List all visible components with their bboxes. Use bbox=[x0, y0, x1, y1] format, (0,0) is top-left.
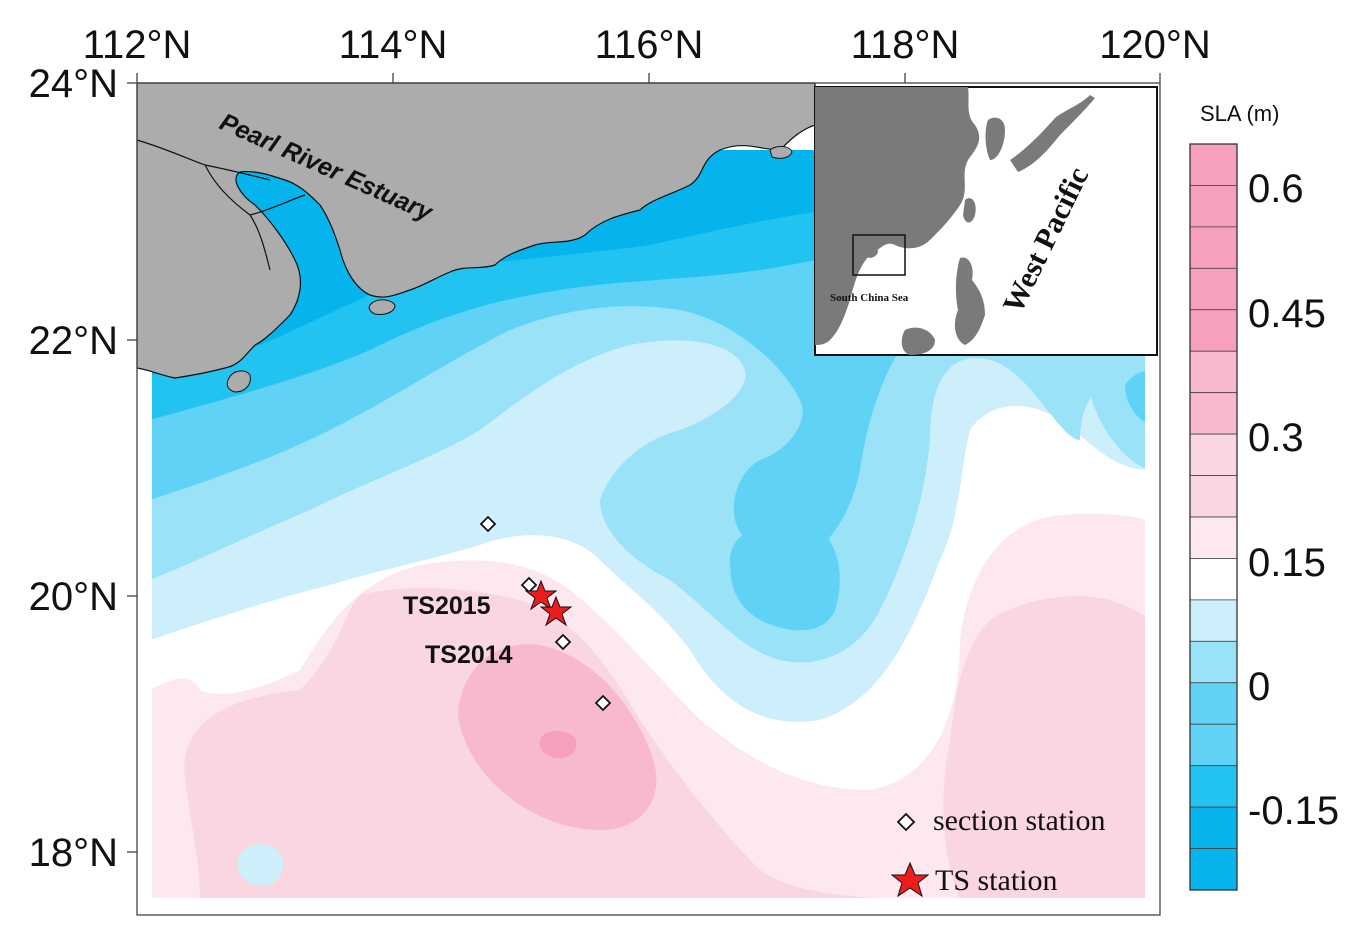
colorbar-tick-label: -0.15 bbox=[1248, 789, 1339, 833]
sla-contour-pink-core bbox=[539, 730, 577, 759]
colorbar-frame bbox=[1189, 143, 1238, 891]
section-station-marker bbox=[554, 633, 572, 651]
ts2015-label: TS2015 bbox=[403, 592, 491, 620]
colorbar-segment bbox=[1189, 309, 1238, 352]
colorbar-segment bbox=[1189, 848, 1238, 891]
legend-diamond-icon bbox=[896, 812, 916, 832]
inset-land-asia bbox=[815, 87, 980, 345]
section-station-marker bbox=[479, 515, 497, 533]
colorbar-segment bbox=[1189, 806, 1238, 849]
land-island-small-1 bbox=[368, 299, 396, 315]
inset-scs-label: South China Sea bbox=[830, 292, 909, 304]
y-tick-label: 18°N bbox=[29, 831, 118, 875]
colorbar-tick-label: 0.45 bbox=[1248, 292, 1326, 336]
colorbar-segment bbox=[1189, 558, 1238, 601]
colorbar-tick-label: 0.3 bbox=[1248, 416, 1304, 460]
inset-land-japan bbox=[1010, 95, 1095, 172]
inset-map: South China Sea West Pacific bbox=[814, 86, 1158, 356]
colorbar-title: SLA (m) bbox=[1200, 101, 1279, 126]
colorbar-segment bbox=[1189, 599, 1238, 642]
sla-contour-east-blue-inner bbox=[1125, 371, 1150, 425]
colorbar-segment bbox=[1189, 185, 1238, 228]
colorbar-segment bbox=[1189, 723, 1238, 767]
land-island-small-2 bbox=[769, 146, 793, 159]
land-mainland bbox=[136, 82, 816, 379]
inset-land-korea bbox=[985, 117, 1005, 160]
x-tick-label: 112°N bbox=[83, 23, 192, 67]
colorbar-segment bbox=[1189, 433, 1238, 476]
land-island-hainan-tip bbox=[226, 370, 251, 393]
inset-land-borneo bbox=[901, 327, 935, 355]
section-station-marker bbox=[594, 694, 612, 712]
axis-ticks bbox=[127, 73, 1161, 853]
x-tick-label: 114°N bbox=[339, 23, 448, 67]
ts-station-star bbox=[524, 579, 558, 611]
ts-stations bbox=[524, 579, 573, 627]
ts-station-star bbox=[539, 595, 573, 627]
colorbar-tick-label: 0 bbox=[1248, 665, 1270, 709]
inset-study-area-box bbox=[852, 234, 906, 276]
legend-ts-station: TS station bbox=[935, 864, 1058, 897]
colorbar-segment bbox=[1189, 143, 1238, 186]
sla-contour-pink-light bbox=[184, 588, 1151, 915]
section-stations bbox=[479, 515, 612, 712]
legend-section-station: section station bbox=[933, 804, 1105, 837]
colorbar-segment bbox=[1189, 765, 1238, 808]
y-tick-label: 24°N bbox=[29, 62, 118, 106]
y-tick-label: 22°N bbox=[29, 319, 118, 363]
inset-land-taiwan bbox=[963, 198, 976, 223]
river-lines bbox=[136, 139, 306, 271]
colorbar-tick-label: 0.15 bbox=[1248, 541, 1326, 585]
inset-land-philippines bbox=[954, 257, 985, 345]
colorbar-segment bbox=[1189, 392, 1238, 435]
colorbar-tick-label: 0.6 bbox=[1248, 167, 1304, 211]
x-tick-label: 120°N bbox=[1099, 23, 1211, 67]
colorbar-segment bbox=[1189, 350, 1238, 394]
colorbar-segment bbox=[1189, 226, 1238, 269]
legend-star-icon bbox=[890, 861, 930, 898]
colorbar-segment bbox=[1189, 682, 1238, 725]
sla-contour-eddy-outer bbox=[730, 521, 840, 631]
colorbar-segment bbox=[1189, 475, 1238, 518]
colorbar-segment bbox=[1189, 516, 1238, 559]
x-tick-label: 116°N bbox=[595, 23, 704, 67]
colorbar-segment bbox=[1189, 267, 1238, 311]
x-tick-label: 118°N bbox=[851, 23, 960, 67]
colorbar-segment bbox=[1189, 640, 1238, 684]
ts2014-label: TS2014 bbox=[425, 641, 513, 669]
sla-contours bbox=[137, 83, 1160, 915]
y-tick-label: 20°N bbox=[29, 575, 118, 619]
inset-land-hainan bbox=[864, 245, 878, 258]
colorbar bbox=[1189, 143, 1238, 891]
sla-contour-small-blue bbox=[237, 844, 284, 886]
